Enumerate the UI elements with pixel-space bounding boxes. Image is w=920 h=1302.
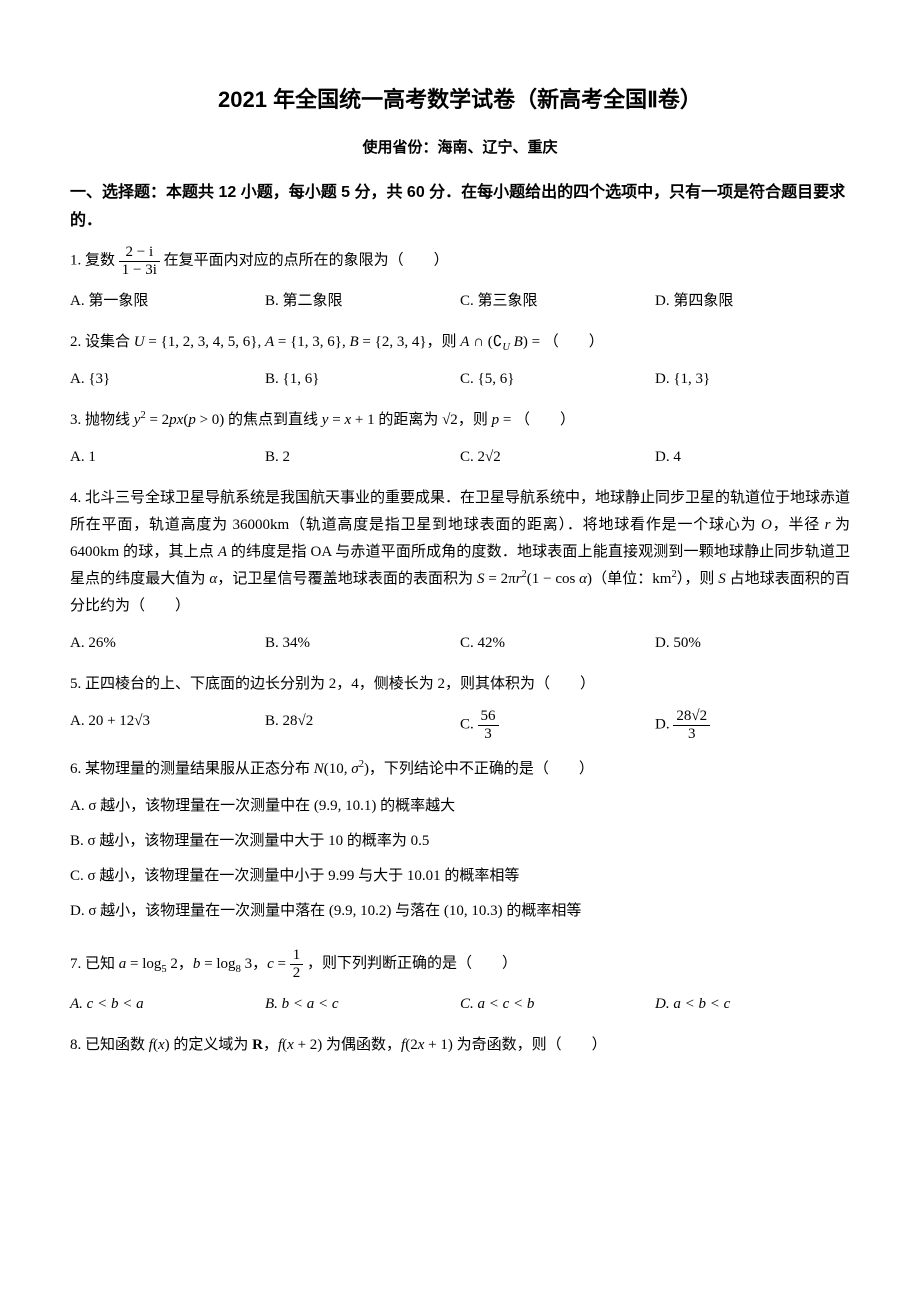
question-text: 2. 设集合 U = {1, 2, 3, 4, 5, 6}, A = {1, 3… xyxy=(70,329,850,356)
options: A. 第一象限 B. 第二象限 C. 第三象限 D. 第四象限 xyxy=(70,288,850,315)
question-8: 8. 已知函数 f(x) 的定义域为 R，f(x + 2) 为偶函数，f(2x … xyxy=(70,1032,850,1059)
option-prefix: C. xyxy=(460,717,478,733)
option-a: A. {3} xyxy=(70,366,265,393)
options: A. 20 + 12√3 B. 28√2 C. 56 3 D. 28√2 3 xyxy=(70,708,850,742)
option-d: D. {1, 3} xyxy=(655,366,850,393)
numerator: 1 xyxy=(290,947,304,965)
denominator: 2 xyxy=(290,965,304,982)
question-text: 5. 正四棱台的上、下底面的边长分别为 2，4，侧棱长为 2，则其体积为（ ） xyxy=(70,671,850,698)
q-prefix: 复数 xyxy=(85,253,115,269)
option-d: D. a < b < c xyxy=(655,991,850,1018)
option-d: D. 28√2 3 xyxy=(655,708,850,742)
fraction: 28√2 3 xyxy=(673,708,710,742)
options: A. σ 越小，该物理量在一次测量中在 (9.9, 10.1) 的概率越大 B.… xyxy=(70,793,850,933)
q-text: 3. 抛物线 y2 = 2px(p > 0) 的焦点到直线 y = x + 1 … xyxy=(70,412,575,428)
exam-title: 2021 年全国统一高考数学试卷（新高考全国Ⅱ卷） xyxy=(70,80,850,120)
numerator: 2 − i xyxy=(119,244,160,262)
option-b: B. 34% xyxy=(265,630,460,657)
option-d: D. 第四象限 xyxy=(655,288,850,315)
question-2: 2. 设集合 U = {1, 2, 3, 4, 5, 6}, A = {1, 3… xyxy=(70,329,850,393)
option-c: C. 2√2 xyxy=(460,444,655,471)
option-b: B. 2 xyxy=(265,444,460,471)
option-d: D. 50% xyxy=(655,630,850,657)
q-suffix: ，则下列判断正确的是（ ） xyxy=(307,956,517,972)
option-d: D. σ 越小，该物理量在一次测量中落在 (9.9, 10.2) 与落在 (10… xyxy=(70,898,850,925)
option-c: C. 42% xyxy=(460,630,655,657)
option-b: B. {1, 6} xyxy=(265,366,460,393)
numerator: 56 xyxy=(478,708,499,726)
question-text: 1. 复数 2 − i 1 − 3i 在复平面内对应的点所在的象限为（ ） xyxy=(70,244,850,278)
fraction: 2 − i 1 − 3i xyxy=(119,244,160,278)
question-4: 4. 北斗三号全球卫星导航系统是我国航天事业的重要成果．在卫星导航系统中，地球静… xyxy=(70,485,850,657)
option-a: A. 26% xyxy=(70,630,265,657)
q-prefix: 7. 已知 a = log5 2，b = log8 3，c = xyxy=(70,956,290,972)
fraction: 1 2 xyxy=(290,947,304,981)
option-b: B. 第二象限 xyxy=(265,288,460,315)
q-text: 4. 北斗三号全球卫星导航系统是我国航天事业的重要成果．在卫星导航系统中，地球静… xyxy=(70,490,850,614)
option-a: A. c < b < a xyxy=(70,991,265,1018)
option-b: B. 28√2 xyxy=(265,708,460,742)
option-c: C. 第三象限 xyxy=(460,288,655,315)
question-text: 4. 北斗三号全球卫星导航系统是我国航天事业的重要成果．在卫星导航系统中，地球静… xyxy=(70,485,850,620)
option-d: D. 4 xyxy=(655,444,850,471)
q-text: 2. 设集合 U = {1, 2, 3, 4, 5, 6}, A = {1, 3… xyxy=(70,334,604,350)
q-text: 6. 某物理量的测量结果服从正态分布 N(10, σ2)，下列结论中不正确的是（… xyxy=(70,761,594,777)
option-c: C. a < c < b xyxy=(460,991,655,1018)
question-1: 1. 复数 2 − i 1 − 3i 在复平面内对应的点所在的象限为（ ） A.… xyxy=(70,244,850,315)
question-5: 5. 正四棱台的上、下底面的边长分别为 2，4，侧棱长为 2，则其体积为（ ） … xyxy=(70,671,850,742)
question-text: 8. 已知函数 f(x) 的定义域为 R，f(x + 2) 为偶函数，f(2x … xyxy=(70,1032,850,1059)
option-b: B. σ 越小，该物理量在一次测量中大于 10 的概率为 0.5 xyxy=(70,828,850,855)
question-text: 6. 某物理量的测量结果服从正态分布 N(10, σ2)，下列结论中不正确的是（… xyxy=(70,756,850,783)
option-a: A. σ 越小，该物理量在一次测量中在 (9.9, 10.1) 的概率越大 xyxy=(70,793,850,820)
q-number: 1. xyxy=(70,253,81,269)
q-text: 8. 已知函数 f(x) 的定义域为 R，f(x + 2) 为偶函数，f(2x … xyxy=(70,1037,607,1053)
option-b: B. b < a < c xyxy=(265,991,460,1018)
options: A. c < b < a B. b < a < c C. a < c < b D… xyxy=(70,991,850,1018)
options: A. 1 B. 2 C. 2√2 D. 4 xyxy=(70,444,850,471)
option-prefix: D. xyxy=(655,717,673,733)
denominator: 1 − 3i xyxy=(119,262,160,279)
option-a: A. 20 + 12√3 xyxy=(70,708,265,742)
option-c: C. {5, 6} xyxy=(460,366,655,393)
numerator: 28√2 xyxy=(673,708,710,726)
exam-subtitle: 使用省份：海南、辽宁、重庆 xyxy=(70,134,850,161)
question-7: 7. 已知 a = log5 2，b = log8 3，c = 1 2 ，则下列… xyxy=(70,947,850,1018)
section-heading: 一、选择题：本题共 12 小题，每小题 5 分，共 60 分．在每小题给出的四个… xyxy=(70,179,850,237)
denominator: 3 xyxy=(673,726,710,743)
option-c: C. 56 3 xyxy=(460,708,655,742)
q-suffix: 在复平面内对应的点所在的象限为（ ） xyxy=(164,253,449,269)
option-a: A. 1 xyxy=(70,444,265,471)
fraction: 56 3 xyxy=(478,708,499,742)
option-a: A. 第一象限 xyxy=(70,288,265,315)
question-text: 7. 已知 a = log5 2，b = log8 3，c = 1 2 ，则下列… xyxy=(70,947,850,981)
options: A. 26% B. 34% C. 42% D. 50% xyxy=(70,630,850,657)
options: A. {3} B. {1, 6} C. {5, 6} D. {1, 3} xyxy=(70,366,850,393)
question-text: 3. 抛物线 y2 = 2px(p > 0) 的焦点到直线 y = x + 1 … xyxy=(70,407,850,434)
option-c: C. σ 越小，该物理量在一次测量中小于 9.99 与大于 10.01 的概率相… xyxy=(70,863,850,890)
question-3: 3. 抛物线 y2 = 2px(p > 0) 的焦点到直线 y = x + 1 … xyxy=(70,407,850,471)
question-6: 6. 某物理量的测量结果服从正态分布 N(10, σ2)，下列结论中不正确的是（… xyxy=(70,756,850,933)
denominator: 3 xyxy=(478,726,499,743)
